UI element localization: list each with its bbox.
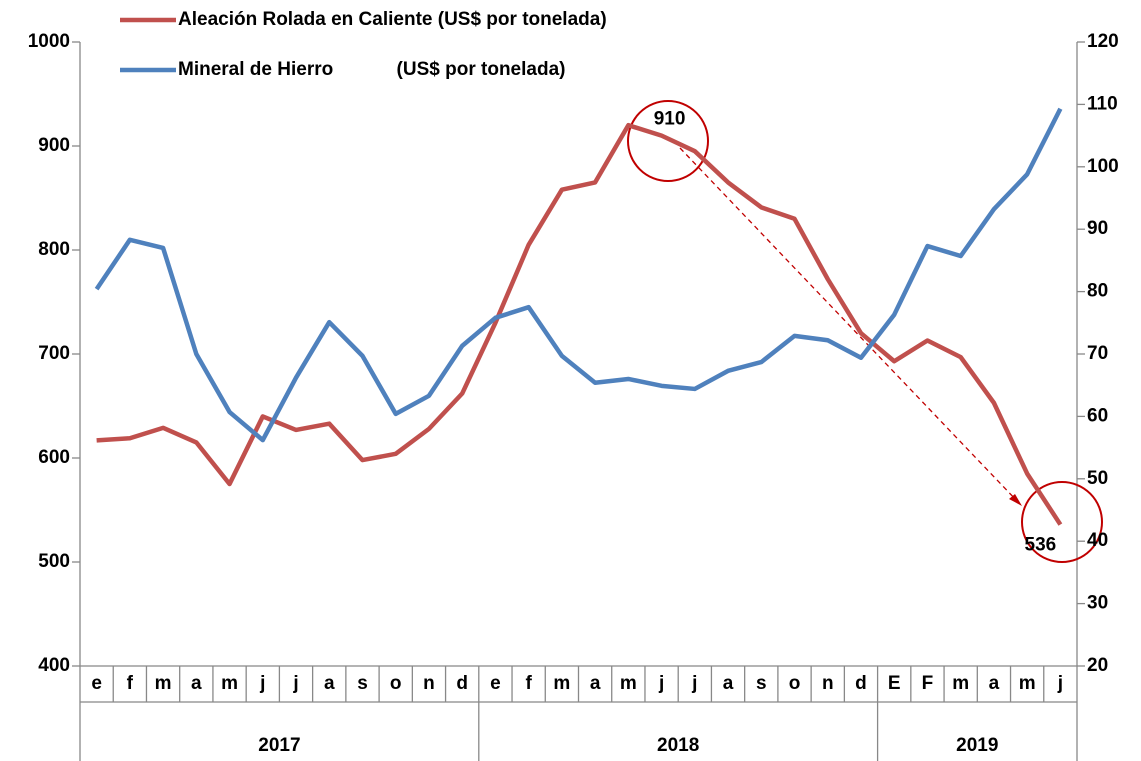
- y2-tick-label: 40: [1087, 530, 1108, 551]
- legend-label: Aleación Rolada en Caliente (US$ por ton…: [178, 9, 607, 30]
- x-tick-label: d: [456, 673, 468, 694]
- series-line: [94, 107, 1063, 443]
- x-tick-label: m: [155, 673, 172, 694]
- x-tick-label: j: [1057, 673, 1063, 694]
- series-line: [96, 122, 1063, 526]
- group-label: 2017: [258, 735, 300, 756]
- y2-tick-label: 30: [1087, 593, 1108, 614]
- trend-arrow: [679, 147, 1019, 503]
- x-tick-label: d: [855, 673, 867, 694]
- x-tick-label: s: [756, 673, 767, 694]
- x-tick-label: n: [423, 673, 435, 694]
- x-tick-label: E: [888, 673, 901, 694]
- y-tick-label: 500: [38, 551, 70, 572]
- y-tick-label: 1000: [28, 31, 70, 52]
- y2-tick-label: 70: [1087, 343, 1108, 364]
- data-label: 910: [654, 109, 686, 130]
- y-tick-label: 700: [38, 343, 70, 364]
- x-tick-label: e: [91, 673, 102, 694]
- x-tick-label: m: [1019, 673, 1036, 694]
- x-tick-label: o: [789, 673, 801, 694]
- y2-tick-label: 80: [1087, 281, 1108, 302]
- x-tick-label: a: [989, 673, 1000, 694]
- x-tick-label: s: [357, 673, 368, 694]
- x-tick-label: F: [922, 673, 934, 694]
- x-tick-label: e: [490, 673, 501, 694]
- x-tick-label: a: [590, 673, 601, 694]
- y2-tick-label: 100: [1087, 156, 1119, 177]
- x-tick-label: m: [553, 673, 570, 694]
- x-tick-label: a: [723, 673, 734, 694]
- group-label: 2019: [956, 735, 998, 756]
- highlight-circle: [1021, 481, 1103, 563]
- x-tick-label: a: [324, 673, 335, 694]
- legend-label: Mineral de Hierro (US$ por tonelada): [178, 59, 565, 80]
- x-tick-label: j: [259, 673, 265, 694]
- y2-tick-label: 120: [1087, 31, 1119, 52]
- y2-tick-label: 50: [1087, 468, 1108, 489]
- x-tick-label: f: [127, 673, 134, 694]
- x-tick-label: o: [390, 673, 402, 694]
- y-tick-label: 600: [38, 447, 70, 468]
- x-tick-label: m: [620, 673, 637, 694]
- x-tick-label: j: [658, 673, 664, 694]
- y-tick-label: 800: [38, 239, 70, 260]
- y2-tick-label: 90: [1087, 218, 1108, 239]
- arrow-head: [1009, 494, 1022, 506]
- y-tick-label: 900: [38, 135, 70, 156]
- group-label: 2018: [657, 735, 699, 756]
- y2-tick-label: 20: [1087, 655, 1108, 676]
- x-tick-label: j: [292, 673, 298, 694]
- data-label: 536: [1025, 535, 1057, 556]
- x-tick-label: a: [191, 673, 202, 694]
- x-tick-label: m: [221, 673, 238, 694]
- x-tick-label: j: [691, 673, 697, 694]
- y-tick-label: 400: [38, 655, 70, 676]
- x-tick-label: n: [822, 673, 834, 694]
- x-tick-label: m: [952, 673, 969, 694]
- highlight-circle: [627, 100, 709, 182]
- y2-tick-label: 110: [1087, 93, 1118, 114]
- y2-tick-label: 60: [1087, 405, 1108, 426]
- x-tick-label: f: [525, 673, 532, 694]
